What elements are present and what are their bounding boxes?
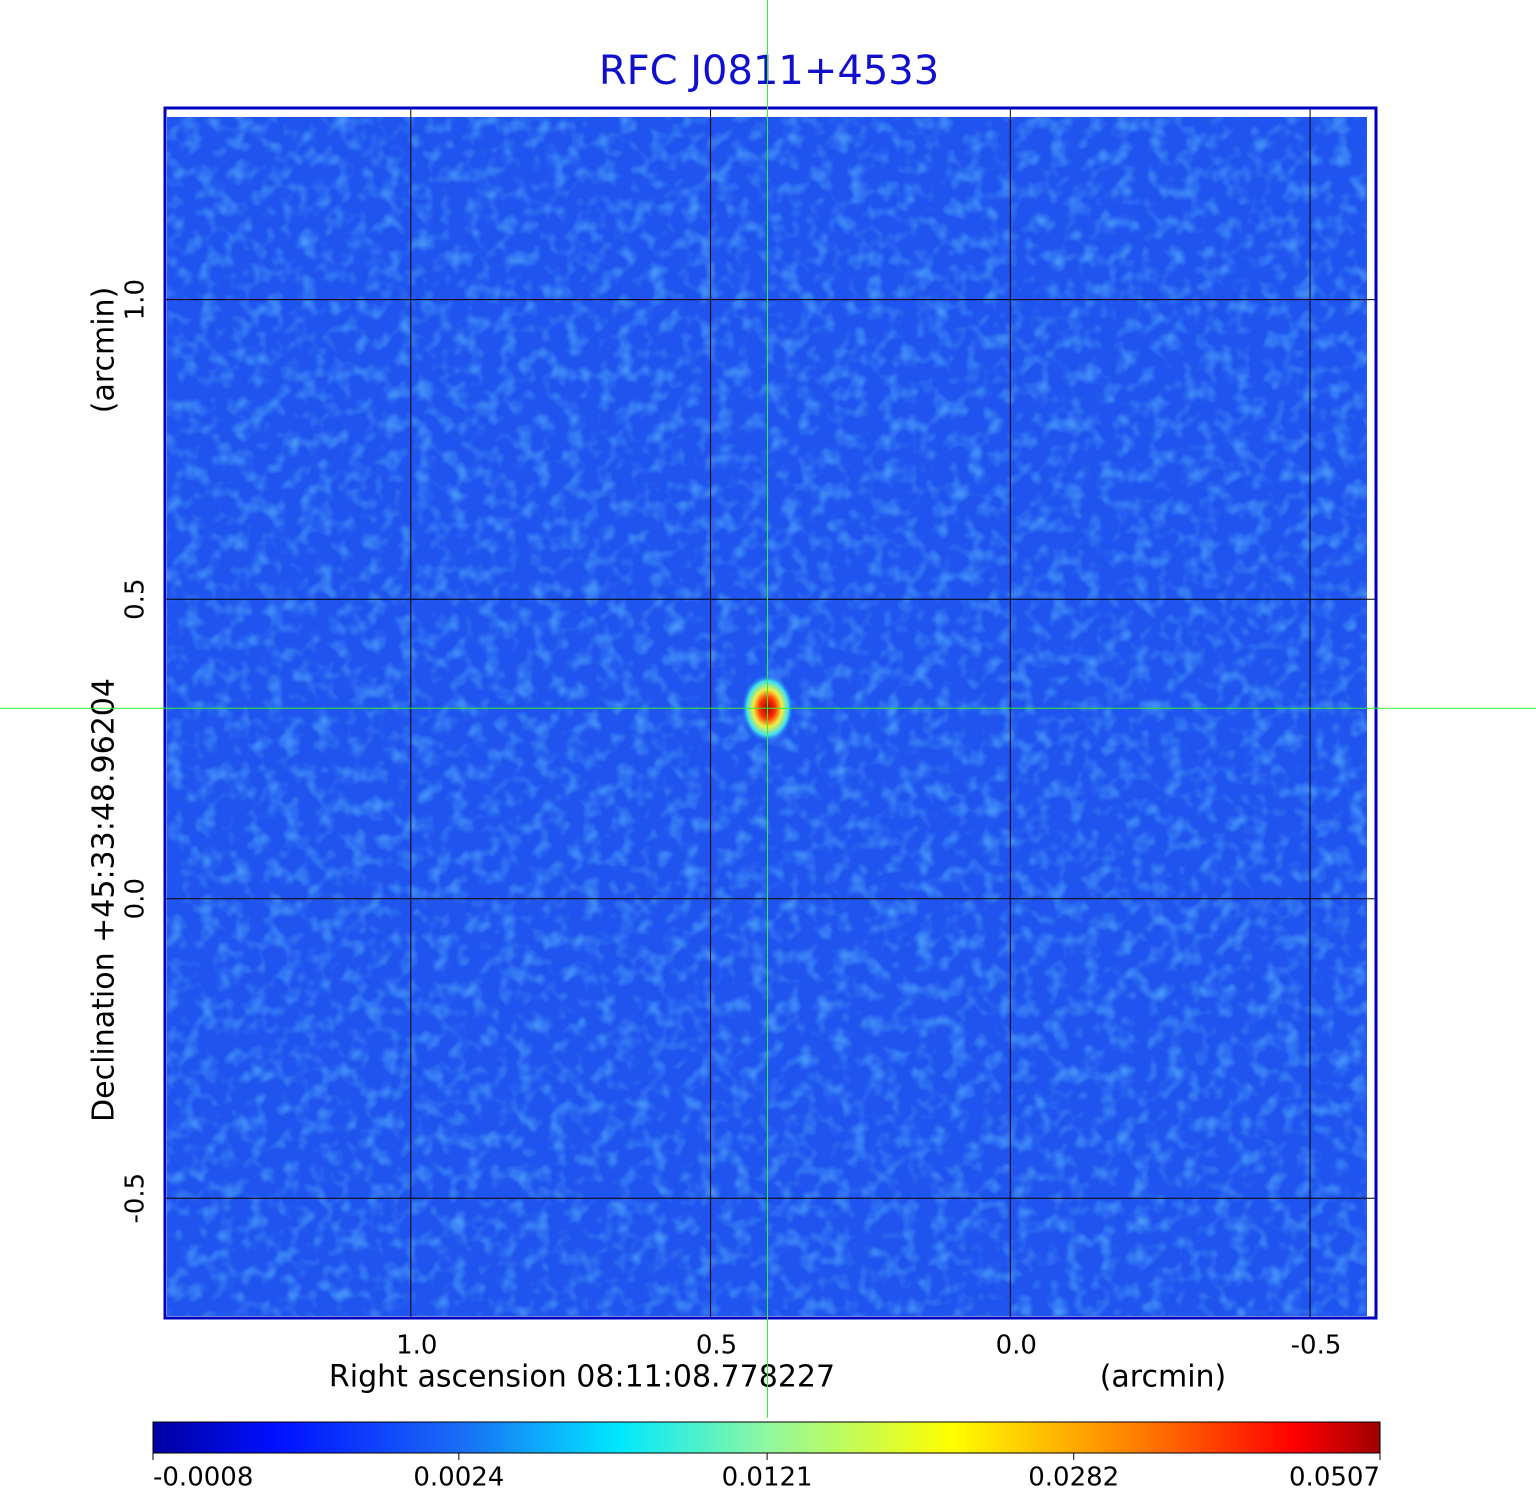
- x-axis-unit: (arcmin): [1100, 1360, 1227, 1395]
- x-tick-label: 0.0: [996, 1331, 1037, 1361]
- x-axis-label: Right ascension 08:11:08.778227: [329, 1360, 835, 1395]
- y-axis-unit: (arcmin): [87, 287, 122, 414]
- x-tick-label: 0.5: [696, 1331, 737, 1361]
- chart-title: RFC J0811+4533: [599, 48, 939, 94]
- y-axis-label: Declination +45:33:48.96204: [87, 678, 122, 1122]
- y-tick-label: 0.5: [121, 579, 151, 620]
- plot-frame: [163, 106, 1378, 1320]
- y-tick-label: 1.0: [121, 279, 151, 320]
- colorbar-tick-label: 0.0121: [722, 1463, 813, 1493]
- y-tick-label: 0.0: [121, 878, 151, 919]
- x-tick-label: 1.0: [396, 1331, 437, 1361]
- colorbar-tick-label: 0.0282: [1028, 1463, 1119, 1493]
- colorbar-tick-label: 0.0507: [1289, 1463, 1380, 1493]
- colorbar: [152, 1421, 1381, 1454]
- y-tick-label: -0.5: [121, 1173, 151, 1224]
- colorbar-tick-label: -0.0008: [153, 1463, 253, 1493]
- x-tick-label: -0.5: [1291, 1331, 1342, 1361]
- colorbar-tick-label: 0.0024: [413, 1463, 504, 1493]
